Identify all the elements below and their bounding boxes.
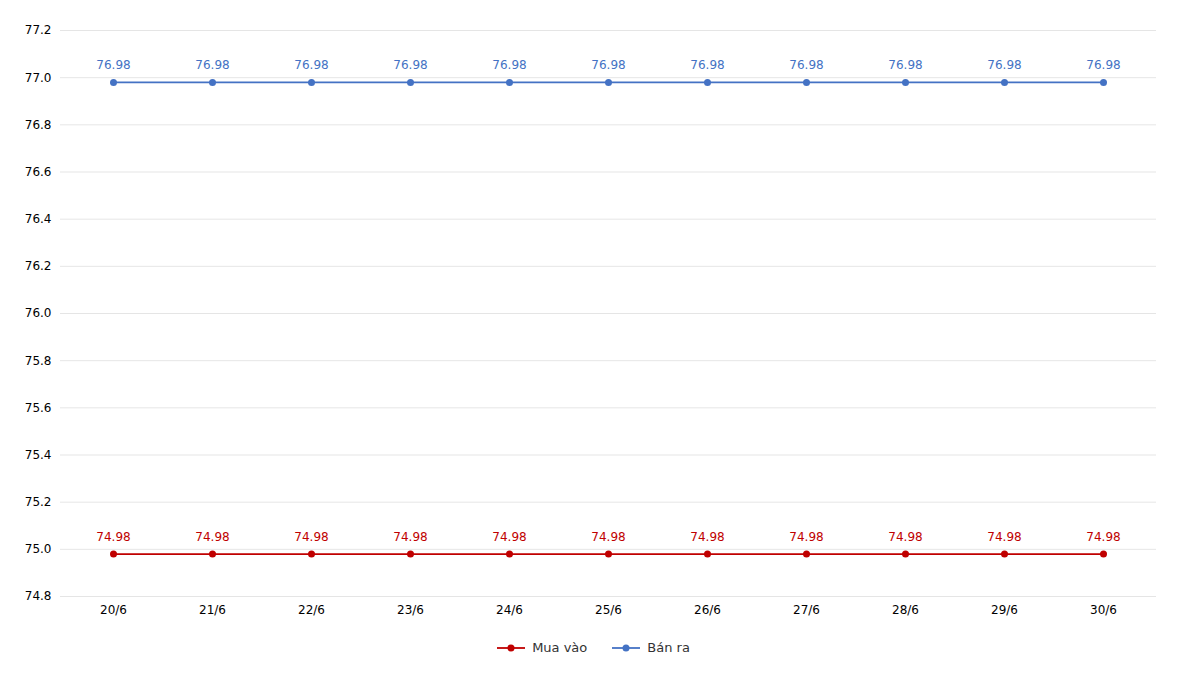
svg-text:76.98: 76.98	[294, 58, 328, 72]
svg-text:75.0: 75.0	[25, 542, 52, 556]
svg-text:74.8: 74.8	[25, 589, 52, 603]
svg-text:76.98: 76.98	[195, 58, 229, 72]
svg-text:76.98: 76.98	[789, 58, 823, 72]
html-text:Bán ra: Bán ra	[647, 640, 690, 655]
svg-text:75.2: 75.2	[25, 495, 52, 509]
svg-text:74.98: 74.98	[591, 530, 625, 544]
svg-text:76.2: 76.2	[25, 259, 52, 273]
svg-text:21/6: 21/6	[199, 603, 226, 617]
svg-text:76.98: 76.98	[96, 58, 130, 72]
svg-text:30/6: 30/6	[1090, 603, 1117, 617]
svg-text:76.8: 76.8	[25, 118, 52, 132]
svg-text:20/6: 20/6	[100, 603, 127, 617]
svg-text:74.98: 74.98	[195, 530, 229, 544]
svg-text:24/6: 24/6	[496, 603, 523, 617]
svg-text:75.4: 75.4	[25, 448, 52, 462]
svg-text:76.98: 76.98	[492, 58, 526, 72]
svg-text:76.98: 76.98	[591, 58, 625, 72]
svg-text:76.98: 76.98	[393, 58, 427, 72]
svg-text:76.6: 76.6	[25, 165, 52, 179]
svg-text:76.98: 76.98	[1086, 58, 1120, 72]
svg-text:22/6: 22/6	[298, 603, 325, 617]
svg-text:75.6: 75.6	[25, 401, 52, 415]
svg-text:77.2: 77.2	[25, 23, 52, 37]
svg-text:74.98: 74.98	[1086, 530, 1120, 544]
svg-text:76.98: 76.98	[987, 58, 1021, 72]
svg-text:28/6: 28/6	[892, 603, 919, 617]
html-text:Mua vào: Mua vào	[532, 640, 588, 655]
svg-text:76.98: 76.98	[888, 58, 922, 72]
svg-text:76.0: 76.0	[25, 306, 52, 320]
svg-text:76.98: 76.98	[690, 58, 724, 72]
svg-text:74.98: 74.98	[393, 530, 427, 544]
svg-text:74.98: 74.98	[96, 530, 130, 544]
svg-text:75.8: 75.8	[25, 354, 52, 368]
svg-text:25/6: 25/6	[595, 603, 622, 617]
svg-text:74.98: 74.98	[690, 530, 724, 544]
svg-text:76.4: 76.4	[25, 212, 52, 226]
svg-text:74.98: 74.98	[492, 530, 526, 544]
svg-text:77.0: 77.0	[25, 71, 52, 85]
svg-text:23/6: 23/6	[397, 603, 424, 617]
svg-text:74.98: 74.98	[888, 530, 922, 544]
svg-text:27/6: 27/6	[793, 603, 820, 617]
svg-text:26/6: 26/6	[694, 603, 721, 617]
svg-text:74.98: 74.98	[789, 530, 823, 544]
svg-text:74.98: 74.98	[987, 530, 1021, 544]
svg-text:29/6: 29/6	[991, 603, 1018, 617]
svg-text:74.98: 74.98	[294, 530, 328, 544]
